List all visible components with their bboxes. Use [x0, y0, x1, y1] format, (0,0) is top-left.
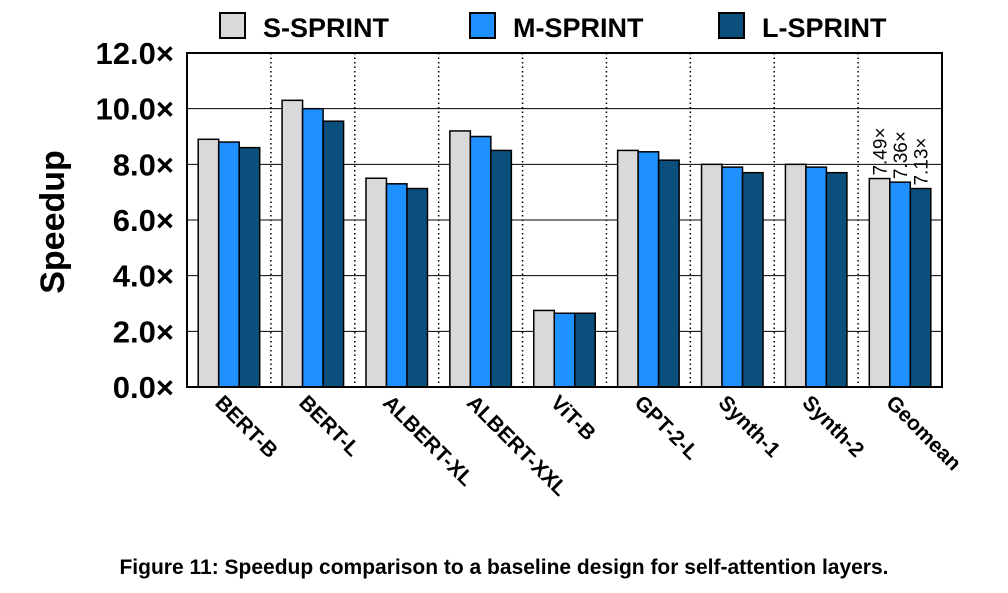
category-separators	[270, 53, 859, 387]
bar-synth-2-s-sprint	[784, 163, 807, 388]
plot-border	[186, 52, 943, 388]
x-tick-label: BERT-B	[210, 391, 282, 463]
legend-label-s-sprint: S-SPRINT	[263, 13, 390, 43]
annotation-label: 7.49×	[871, 127, 892, 175]
figure-caption: Figure 11: Speedup comparison to a basel…	[119, 556, 889, 579]
legend-label-l-sprint: L-SPRINT	[762, 13, 887, 43]
bar-gpt-2-l-s-sprint	[616, 149, 639, 388]
bar-bert-b-s-sprint	[197, 138, 220, 388]
y-tick-label: 8.0×	[113, 147, 174, 182]
legend-swatch-s-sprint	[219, 12, 246, 39]
bar-albert-xl-l-sprint	[406, 187, 429, 388]
y-axis-label: Speedup	[34, 150, 72, 294]
bar-gpt-2-l-m-sprint	[637, 151, 660, 388]
bar-gpt-2-l-l-sprint	[657, 159, 680, 388]
bar-geomean-l-sprint	[909, 187, 932, 388]
bar-vit-b-m-sprint	[553, 312, 576, 388]
bar-albert-xxl-l-sprint	[490, 149, 513, 388]
bar-bert-l-m-sprint	[301, 107, 324, 388]
bar-bert-b-l-sprint	[238, 146, 261, 388]
annotation-label: 7.13×	[912, 137, 933, 185]
geomean-annotations: 7.49× 7.36× 7.13×	[871, 127, 933, 185]
x-tick-label: ViT-B	[546, 391, 600, 445]
annotation-label: 7.36×	[891, 131, 912, 179]
bar-synth-2-m-sprint	[805, 166, 828, 388]
bar-geomean-s-sprint	[868, 177, 891, 388]
legend: S-SPRINT M-SPRINT L-SPRINT	[219, 12, 887, 43]
bar-synth-1-l-sprint	[741, 171, 764, 388]
bars-layer	[197, 99, 932, 388]
bar-geomean-m-sprint	[889, 181, 912, 388]
legend-swatch-m-sprint	[469, 12, 496, 39]
y-tick-label: 2.0×	[113, 314, 174, 349]
x-tick-label: Geomean	[882, 391, 966, 475]
bar-bert-b-m-sprint	[217, 141, 240, 388]
legend-label-m-sprint: M-SPRINT	[513, 13, 644, 43]
plot-frame	[186, 52, 943, 388]
y-tick-labels: 0.0× 2.0× 4.0× 6.0× 8.0× 10.0× 12.0×	[96, 36, 174, 405]
legend-swatch-l-sprint	[718, 12, 745, 39]
x-tick-label: BERT-L	[294, 391, 364, 461]
bar-albert-xl-s-sprint	[365, 177, 388, 388]
bar-bert-l-l-sprint	[322, 120, 345, 388]
x-tick-label: Synth-2	[798, 391, 869, 462]
bar-bert-l-s-sprint	[281, 99, 304, 388]
y-tick-label: 10.0×	[96, 92, 174, 127]
bar-synth-2-l-sprint	[825, 171, 848, 388]
x-tick-label: GPT-2-L	[630, 391, 703, 464]
speedup-chart: 0.0× 2.0× 4.0× 6.0× 8.0× 10.0× 12.0× BERT-B BER…	[34, 12, 965, 501]
bar-synth-1-m-sprint	[721, 166, 744, 388]
y-tick-label: 4.0×	[113, 259, 174, 294]
bar-vit-b-l-sprint	[574, 312, 596, 388]
bar-albert-xxl-m-sprint	[469, 135, 492, 388]
bar-synth-1-s-sprint	[700, 163, 723, 388]
bar-vit-b-s-sprint	[533, 309, 555, 388]
y-tick-label: 6.0×	[113, 203, 174, 238]
x-tick-label: Synth-1	[714, 391, 785, 462]
y-tick-label: 12.0×	[96, 36, 174, 71]
bar-albert-xl-m-sprint	[385, 183, 408, 388]
bar-albert-xxl-s-sprint	[449, 130, 472, 388]
y-tick-label: 0.0×	[113, 370, 174, 405]
